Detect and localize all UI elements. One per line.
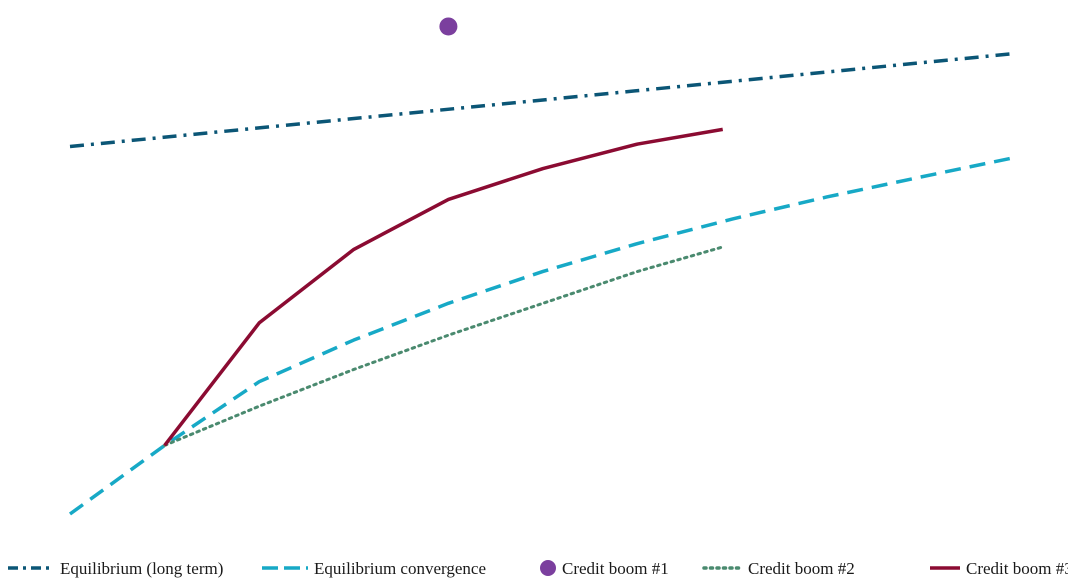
legend-label-credit-boom-1: Credit boom #1	[562, 559, 669, 578]
legend: Equilibrium (long term) Equilibrium conve…	[8, 559, 1068, 578]
legend-label-credit-boom-2: Credit boom #2	[748, 559, 855, 578]
equilibrium-long-term-line	[69, 51, 1017, 149]
credit-boom-3-line	[163, 127, 724, 447]
legend-label-equilibrium-convergence: Equilibrium convergence	[314, 559, 486, 578]
credit-boom-2-line	[163, 245, 725, 447]
legend-label-credit-boom-3: Credit boom #3	[966, 559, 1068, 578]
equilibrium-convergence-line	[68, 155, 1017, 516]
credit-boom-1-point	[439, 17, 458, 36]
legend-label-equilibrium-long-term: Equilibrium (long term)	[60, 559, 223, 578]
legend-swatch-credit-boom-1	[540, 560, 556, 576]
plot-area	[68, 17, 1017, 516]
